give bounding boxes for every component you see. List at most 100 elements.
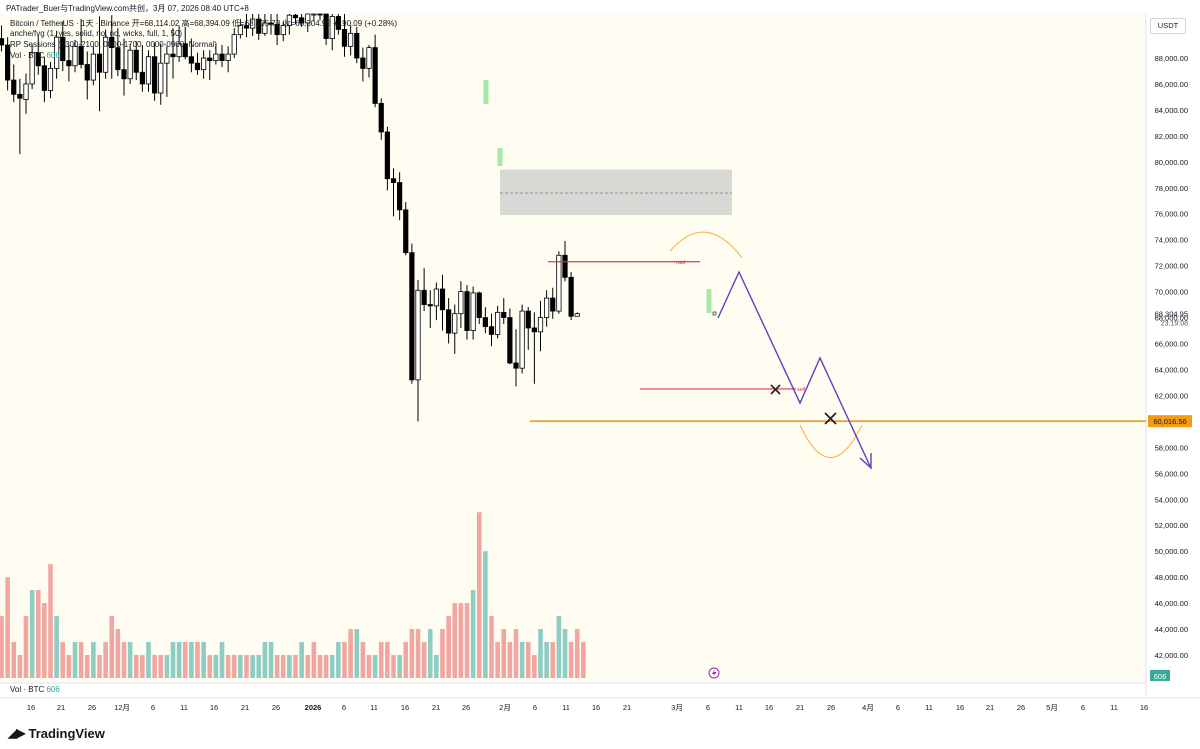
candle-body	[397, 182, 403, 211]
time-tick-label: 11	[180, 703, 188, 712]
candle-body	[164, 53, 170, 64]
currency-button[interactable]: USDT	[1150, 18, 1186, 34]
candle-body	[90, 53, 96, 81]
candle	[5, 37, 11, 91]
candle-body	[501, 311, 507, 318]
candle-body	[127, 49, 133, 80]
price-tick-label: 58,000.00	[1155, 443, 1188, 452]
candle-body	[268, 22, 274, 25]
candle	[219, 45, 225, 68]
indicator-sessions-legend[interactable]: RP Sessions (1300-2100, 0800-1700, 0000-…	[10, 40, 218, 49]
time-tick-label: 2026	[305, 703, 322, 712]
candle-body	[121, 69, 127, 80]
candle-body	[556, 254, 562, 312]
volume-bar	[97, 655, 102, 678]
volume-bar	[372, 655, 378, 678]
candle-body	[495, 311, 501, 335]
volume-bar	[470, 590, 476, 678]
time-tick-label: 21	[986, 703, 994, 712]
volume-bar	[360, 642, 366, 678]
candle-body	[544, 297, 550, 318]
volume-bar	[262, 642, 268, 678]
raid-low-label: sell	[797, 387, 805, 393]
candle	[470, 286, 476, 340]
candle-body	[274, 23, 280, 36]
session-highlight	[483, 80, 489, 104]
candle	[256, 14, 262, 40]
candle-body	[188, 56, 194, 64]
volume-bar	[140, 655, 145, 678]
candle-body	[84, 64, 90, 81]
symbol-legend[interactable]: Bitcoin / TetherUS · 1天 · Binance 开=68,1…	[10, 19, 398, 28]
volume-bar	[458, 603, 464, 678]
price-axis-ticks: 88,000.00 86,000.00 84,000.00 82,000.00 80,0…	[1155, 54, 1188, 660]
candle-body	[537, 317, 544, 333]
volume-bar	[225, 655, 231, 678]
volume-legend[interactable]: Vol · BTC 606	[10, 51, 60, 60]
candle	[305, 13, 311, 33]
price-tick-label: 62,000.00	[1155, 391, 1188, 400]
fvg-zone	[500, 169, 732, 216]
candle-body	[280, 25, 286, 36]
candle	[507, 308, 513, 365]
candle	[439, 274, 446, 331]
volume-bar	[329, 655, 335, 678]
volume-bar	[23, 616, 29, 678]
candle	[72, 39, 78, 73]
time-tick-label: 21	[432, 703, 440, 712]
candle	[170, 28, 176, 79]
tradingview-logo-text: TradingView	[28, 725, 105, 741]
price-tick-label: 46,000.00	[1155, 599, 1188, 608]
candle	[372, 34, 378, 108]
time-tick-label: 11	[1110, 703, 1118, 712]
volume-bar	[293, 655, 298, 678]
candle	[366, 45, 372, 78]
key-level-label: 60,016.56	[1153, 417, 1186, 426]
volume-bar	[354, 629, 360, 678]
candle	[213, 43, 219, 65]
volume-bar	[201, 642, 206, 678]
time-tick-label: 12月	[114, 703, 130, 712]
candle-body	[348, 32, 354, 47]
candle	[323, 13, 329, 46]
indicator-fvg-legend[interactable]: anche/fvg (1, yes, solid, no, no, wicks,…	[10, 29, 183, 38]
candle-body	[372, 47, 378, 104]
volume-bar	[507, 642, 513, 678]
candle-body	[243, 25, 250, 29]
time-tick-label: 16	[210, 703, 218, 712]
volume-pane-legend[interactable]: Vol · BTC 606	[10, 685, 60, 694]
candle	[78, 19, 84, 69]
time-tick-label: 6	[896, 703, 900, 712]
volume-bar	[152, 655, 157, 678]
time-tick-label: 4月	[862, 703, 874, 712]
volume-bar	[72, 642, 78, 678]
candle-body	[133, 49, 139, 73]
volume-bar	[378, 642, 384, 678]
top-arc	[669, 231, 743, 259]
candle-body	[482, 317, 488, 328]
volume-bar	[78, 642, 84, 678]
candle-body	[262, 22, 268, 34]
time-tick-label: 11	[925, 703, 933, 712]
volume-bar	[525, 642, 531, 678]
price-tick-label: 70,000.00	[1155, 288, 1188, 297]
price-tick-label: 82,000.00	[1155, 132, 1188, 141]
volume-bar	[299, 642, 304, 678]
time-tick-label: 26	[272, 703, 280, 712]
volume-bar	[91, 642, 96, 678]
candle	[519, 304, 525, 374]
bottom-arc	[799, 424, 863, 458]
price-tick-label: 68,000.00	[1155, 314, 1188, 323]
volume-bar	[305, 655, 311, 678]
candle-body	[433, 288, 439, 307]
tradingview-logo[interactable]: ◢▶ TradingView	[8, 724, 105, 742]
time-tick-label: 6	[706, 703, 710, 712]
candle-body	[574, 313, 580, 317]
time-tick-label: 2月	[499, 703, 511, 712]
price-tick-label: 86,000.00	[1155, 80, 1188, 89]
price-tick-label: 54,000.00	[1155, 495, 1188, 504]
volume-bar	[452, 603, 458, 678]
candle-body	[513, 362, 519, 369]
